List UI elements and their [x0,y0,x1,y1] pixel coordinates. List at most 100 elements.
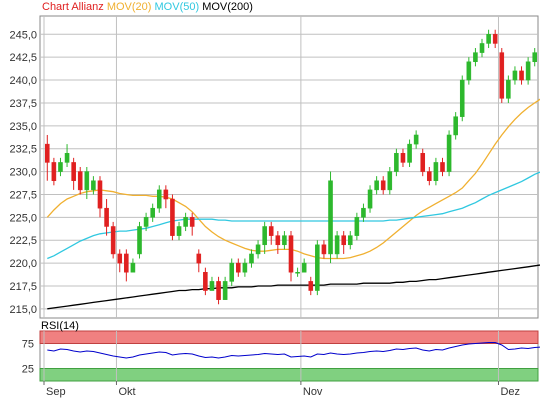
rsi-overbought-zone [39,330,539,344]
price-tick-label: 217,5 [9,281,37,293]
candle-up [282,235,287,246]
candle-up [150,207,155,218]
candle-down [216,281,221,300]
candle-up [229,262,235,282]
month-tick-label: Nov [303,386,323,398]
price-tick-label: 237,5 [9,98,37,110]
candle-up [328,180,333,255]
candle-down [400,153,406,163]
candle-down [170,198,175,236]
candle-up [84,171,90,191]
candle-up [466,61,472,81]
candle-up [301,262,307,273]
candle-down [275,235,281,246]
price-tick-label: 225,0 [9,212,37,224]
candle-up [407,143,412,163]
candle-up [532,52,537,63]
candle-down [77,171,83,191]
candle-down [124,253,129,273]
candle-up [262,226,267,246]
candle-up [315,244,320,291]
candle-up [525,61,531,81]
candle-down [288,235,294,273]
rsi-line [47,342,540,359]
candle-up [367,189,373,209]
price-tick-label: 245,0 [9,29,37,41]
price-tick-label: 235,0 [9,121,37,133]
candle-up [354,217,360,236]
candle-down [203,271,208,291]
candle-down [117,253,123,264]
candle-down [236,262,241,273]
mov50-line [47,171,540,260]
candle-down [268,226,274,236]
rsi-tick-label: 75 [22,339,34,351]
candle-down [492,34,498,44]
time-axis: Sep Okt Nov Dez [43,381,520,398]
candle-up [176,226,182,236]
candle-up [130,262,136,273]
candle-up [249,253,254,264]
candle-up [91,180,96,191]
candle-up [486,34,491,44]
candle-down [499,52,505,99]
candle-up [473,52,478,63]
candle-up [374,180,379,191]
candle-down [196,253,202,264]
main-plot-frame [39,15,539,319]
candle-up [334,235,340,255]
rsi-tick-label: 25 [22,364,34,376]
rsi-oversold-zone [39,368,539,382]
candle-up [347,235,353,246]
chart-title: Chart Allianz [42,1,104,13]
candle-up [222,281,228,300]
legend-mov20: MOV(20) [106,1,152,13]
candle-up [512,70,518,81]
candle-up [446,134,452,172]
candle-up [143,217,149,227]
candle-up [242,262,248,273]
candle-down [308,281,314,291]
candle-down [427,171,432,181]
candle-down [519,70,524,81]
rsi-panel: 75 25 RSI(14) [22,320,540,382]
candle-up [387,171,393,191]
candle-up [295,271,300,274]
candle-down [51,162,57,181]
candle-down [110,226,116,255]
candle-down [71,162,76,181]
moving-averages [46,98,540,310]
candle-down [420,153,426,172]
candle-up [156,189,162,209]
month-tick-label: Dez [500,386,520,398]
candle-down [97,180,103,209]
candle-up [459,79,465,117]
candle-down [321,244,327,255]
price-tick-label: 230,0 [9,167,37,179]
candle-up [183,217,188,227]
legend-mov200: MOV(200) [202,1,253,13]
price-tick-label: 240,0 [9,75,37,87]
candle-up [255,244,261,255]
candle-up [433,162,439,181]
main-chart-grid [39,15,539,319]
mov20-line [46,98,540,260]
price-tick-label: 222,5 [9,235,37,247]
candle-up [137,226,142,255]
candle-up [209,281,215,291]
legend-mov50: MOV(50) [154,1,200,13]
candle-up [453,116,458,136]
month-tick-label: Okt [118,386,135,398]
candle-up [64,153,70,163]
candle-down [45,143,50,163]
price-tick-label: 227,5 [9,189,37,201]
candle-down [341,235,346,246]
mov200-line [47,264,540,310]
candle-down [380,180,386,191]
chart-legend: Chart Allianz MOV(20) MOV(50) MOV(200) [42,1,253,13]
candle-up [413,134,419,145]
price-tick-label: 215,0 [9,304,37,316]
month-tick-label: Sep [46,386,66,398]
rsi-label: RSI(14) [41,320,79,332]
candle-up [506,79,511,99]
